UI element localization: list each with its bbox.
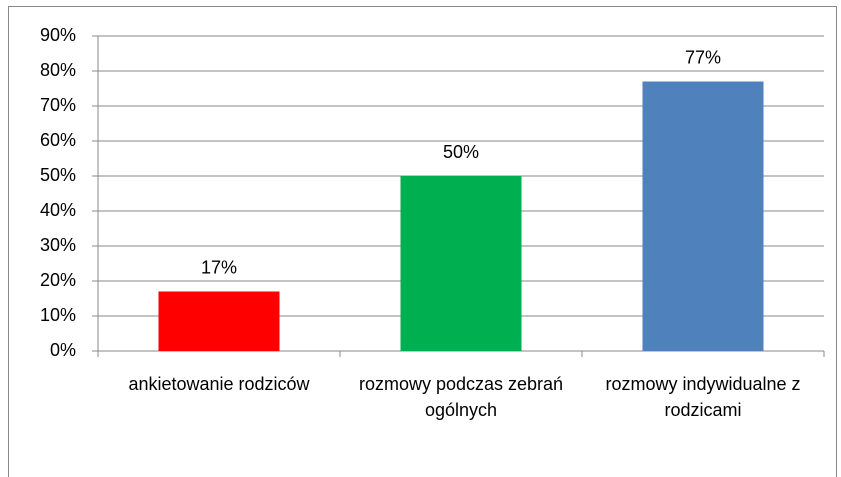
y-tick-label: 70% bbox=[40, 95, 76, 115]
chart-frame bbox=[8, 6, 837, 477]
x-tick-label: rozmowy podczas zebrań ogólnych bbox=[358, 374, 564, 420]
x-tick-label: rozmowy indywidualne z rodzicami bbox=[605, 374, 801, 420]
data-label: 77% bbox=[685, 47, 721, 67]
y-tick-label: 40% bbox=[40, 200, 76, 220]
y-tick-label: 0% bbox=[50, 340, 76, 360]
x-tick-label: ankietowanie rodziców bbox=[128, 374, 310, 394]
y-tick-label: 90% bbox=[40, 25, 76, 45]
data-label: 50% bbox=[443, 142, 479, 162]
y-tick-label: 60% bbox=[40, 130, 76, 150]
y-tick-label: 50% bbox=[40, 165, 76, 185]
data-label: 17% bbox=[201, 257, 237, 277]
bar bbox=[642, 81, 764, 351]
y-tick-label: 10% bbox=[40, 305, 76, 325]
bar bbox=[400, 176, 522, 351]
y-tick-label: 20% bbox=[40, 270, 76, 290]
y-tick-label: 80% bbox=[40, 60, 76, 80]
y-tick-label: 30% bbox=[40, 235, 76, 255]
bar bbox=[158, 291, 280, 351]
